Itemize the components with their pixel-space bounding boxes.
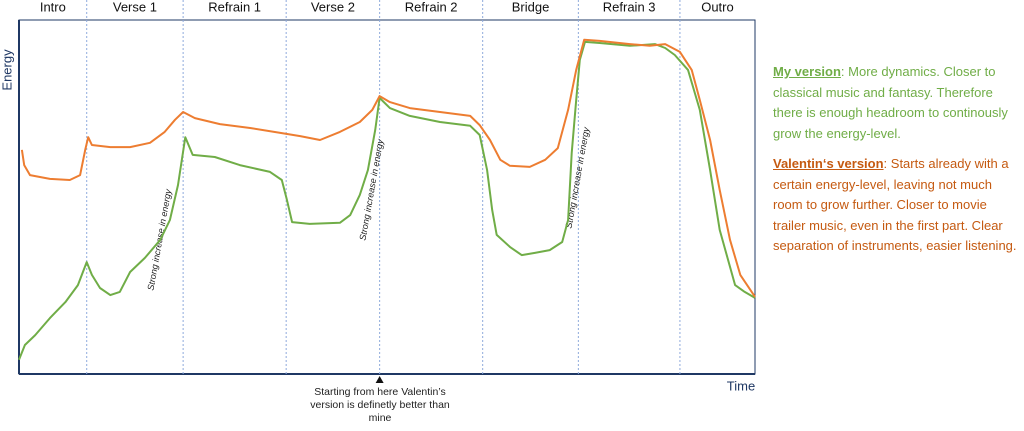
legend-label: My version: [773, 64, 841, 79]
section-label: Refrain 2: [405, 0, 458, 14]
y-axis-label: Energy: [0, 49, 14, 91]
marker-note: Starting from here Valentin’s version is…: [310, 386, 450, 424]
series-line: [18, 40, 756, 361]
plot-frame: [18, 19, 756, 375]
series-line: [20, 38, 756, 298]
section-label: Refrain 1: [208, 0, 261, 14]
marker-arrow: [375, 376, 384, 383]
section-label: Refrain 3: [603, 0, 656, 14]
section-label: Verse 2: [311, 0, 355, 14]
series-description: : More dynamics. Closer to classical mus…: [773, 64, 1008, 141]
section-label: Intro: [40, 0, 66, 14]
section-label: Verse 1: [113, 0, 157, 14]
series-description: : Starts already with a certain energy-l…: [773, 156, 1017, 253]
section-label: Outro: [701, 0, 734, 14]
x-axis-label: Time: [727, 378, 755, 393]
section-label: Bridge: [512, 0, 550, 14]
series-note: Valentin‘s version: Starts already with …: [773, 154, 1018, 257]
legend-label: Valentin‘s version: [773, 156, 884, 171]
series-note: My version: More dynamics. Closer to cla…: [773, 62, 1018, 144]
